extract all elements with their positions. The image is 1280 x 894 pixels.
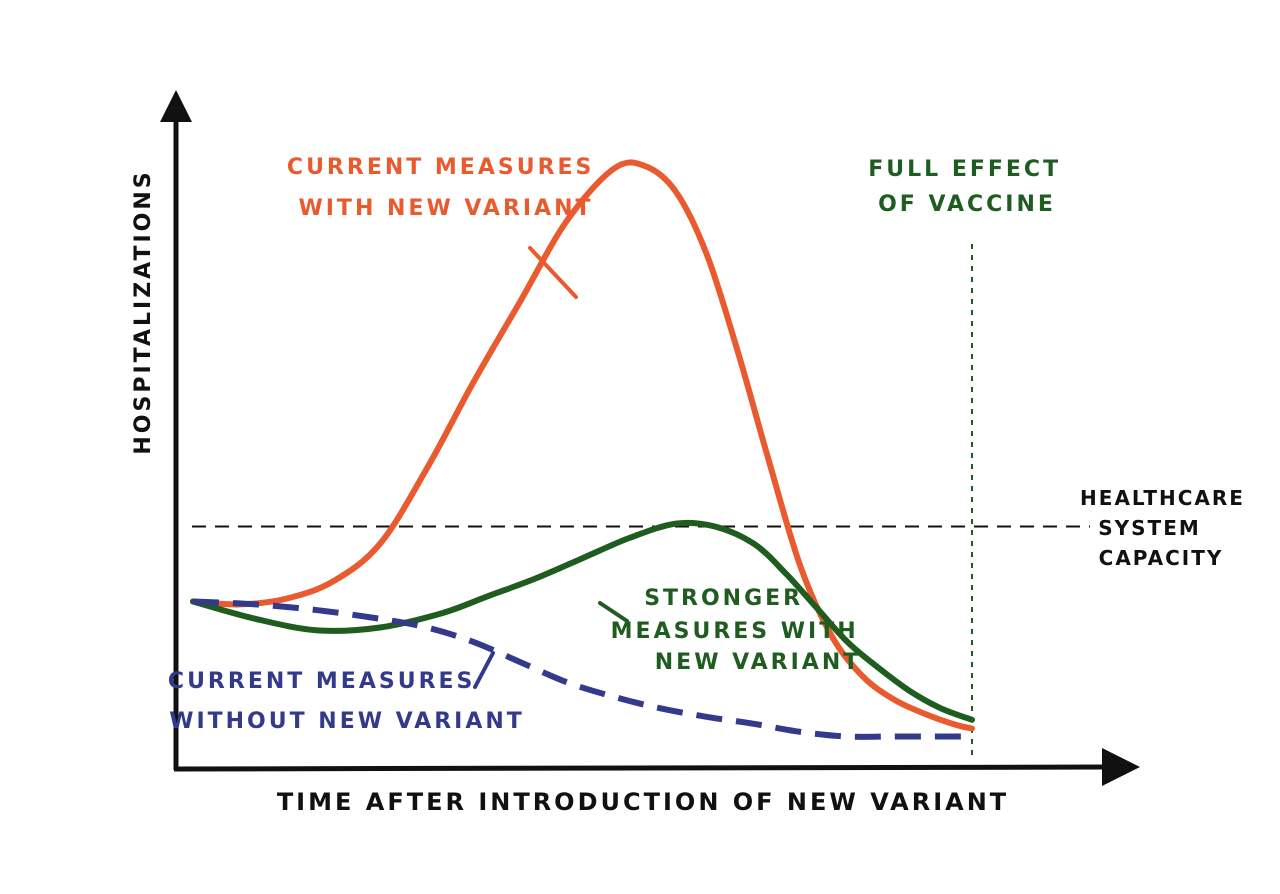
x-axis-arrow <box>1102 748 1140 786</box>
series-stronger-measures-with-new-variant <box>190 519 975 723</box>
label-current-with-variant-line-1: CURRENT MEASURES <box>287 155 594 180</box>
label-stronger-measures-line-2: MEASURES WITH <box>611 619 859 644</box>
y-axis-label: HOSPITALIZATIONS <box>131 169 156 454</box>
label-full-effect-of-vaccine-line-2: OF VACCINE <box>878 192 1056 217</box>
label-capacity-line-1: HEALTHCARE <box>1080 486 1245 510</box>
leader-stroke-current-without-variant <box>473 651 495 689</box>
leader-stroke-current-with-variant <box>528 246 578 299</box>
label-healthcare-system-capacity: HEALTHCARE SYSTEM CAPACITY <box>1080 486 1254 570</box>
series-current-measures-without-new-variant <box>192 598 972 740</box>
leader-stroke-stronger-measures <box>598 601 629 623</box>
label-current-without-variant: CURRENT MEASURES WITHOUT NEW VARIANT <box>168 669 525 734</box>
x-axis-line <box>173 764 1107 772</box>
label-full-effect-of-vaccine: FULL EFFECT OF VACCINE <box>868 157 1072 217</box>
y-axis-arrow <box>160 90 192 122</box>
label-full-effect-of-vaccine-line-1: FULL EFFECT <box>868 157 1061 182</box>
label-stronger-measures-line-1: STRONGER <box>644 586 803 611</box>
label-stronger-measures: STRONGER MEASURES WITH NEW VARIANT <box>611 586 870 675</box>
series-current-measures-with-new-variant <box>190 159 975 732</box>
label-current-with-variant: CURRENT MEASURES WITH NEW VARIANT <box>287 155 605 221</box>
label-capacity-line-2: SYSTEM <box>1098 516 1201 540</box>
label-current-without-variant-line-1: CURRENT MEASURES <box>168 669 475 694</box>
x-axis-label: TIME AFTER INTRODUCTION OF NEW VARIANT <box>277 788 1009 816</box>
label-capacity-line-3: CAPACITY <box>1099 546 1224 570</box>
label-stronger-measures-line-3: NEW VARIANT <box>655 650 862 675</box>
label-current-with-variant-line-2: WITH NEW VARIANT <box>298 196 593 221</box>
label-current-without-variant-line-2: WITHOUT NEW VARIANT <box>169 709 525 734</box>
